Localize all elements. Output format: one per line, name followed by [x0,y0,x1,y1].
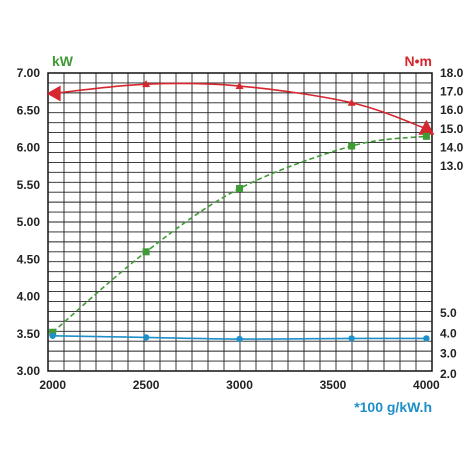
x-tick-label: 3500 [320,378,347,392]
consumption-tick-label: 2.0 [440,367,457,381]
left-tick-label: 6.00 [17,141,41,155]
power-point [348,142,356,150]
consumption-tick-label: 3.0 [440,347,457,361]
left-tick-label: 6.50 [17,103,41,117]
right-axis-consumption-unit: *100 g/kW.h [354,399,432,415]
x-tick-label: 3000 [226,378,253,392]
torque-point [142,80,151,88]
power-point [142,248,150,256]
consumption-point [236,335,243,343]
torque-tick-label: 17.0 [440,85,464,99]
consumption-point [49,332,56,339]
series-line-power [52,135,427,333]
power-point [49,328,57,336]
grid [48,73,432,371]
left-tick-label: 5.00 [17,215,41,229]
left-tick-label: 7.00 [17,66,41,80]
left-tick-label: 3.50 [17,327,41,341]
x-tick-label: 2000 [39,378,66,392]
torque-tick-label: 18.0 [440,66,464,80]
power-point [236,184,244,192]
x-tick-label: 4000 [413,378,440,392]
consumption-point [348,335,355,342]
torque-point [347,98,356,106]
consumption-tick-label: 4.0 [440,326,457,340]
x-tick-label: 2500 [133,378,160,392]
torque-tick-label: 13.0 [440,159,464,173]
torque-tick-label: 14.0 [440,140,464,154]
power-point [422,132,430,140]
left-tick-label: 4.50 [17,252,41,266]
left-tick-label: 5.50 [17,178,41,192]
consumption-point [142,334,150,341]
left-tick-label: 4.00 [17,290,41,304]
torque-point [418,119,435,135]
consumption-point [423,335,430,342]
series-layer [46,80,435,343]
axes: 3.00 3.50 4.00 4.50 5.00 5.50 6.00 6.50 7.00 2000… [17,66,464,392]
torque-tick-label: 15.0 [440,122,464,136]
consumption-tick-label: 5.0 [440,306,457,320]
torque-point [235,82,244,90]
left-axis-unit: kW [52,53,74,69]
torque-point [46,85,61,102]
left-tick-label: 3.00 [17,364,41,378]
torque-tick-label: 16.0 [440,103,464,117]
right-axis-torque-unit: N•m [405,53,432,69]
